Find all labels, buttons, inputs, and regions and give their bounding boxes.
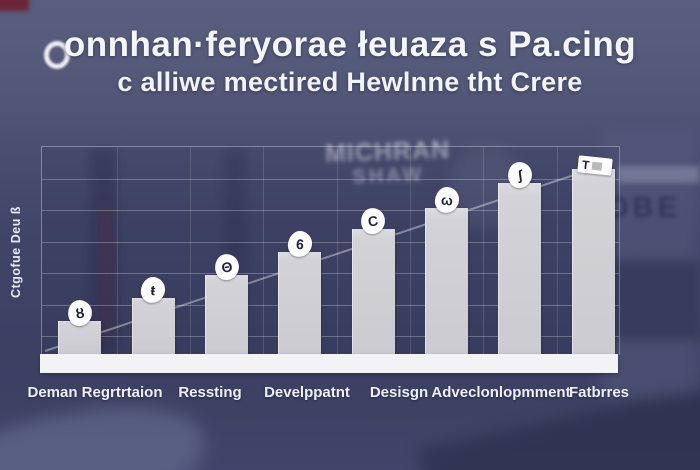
gridline-vertical (410, 147, 411, 355)
x-axis-label-5: Adveclonlopmment (431, 384, 571, 401)
background-right-band (618, 166, 700, 183)
blurred-right-text: OBE (606, 192, 681, 224)
x-axis-label-6: Fatbrres (568, 384, 630, 401)
gridline-vertical (117, 147, 118, 355)
bar-1 (58, 320, 102, 354)
bar-doodle-icon: T (577, 155, 614, 176)
bar-8 (571, 168, 615, 354)
x-axis-label-1: Deman Regrtrtaion (27, 384, 163, 401)
gridline-vertical (337, 147, 338, 355)
gridline-vertical (190, 147, 191, 355)
gridline-horizontal (42, 241, 619, 243)
bar-2 (131, 297, 175, 354)
background-streak-red (101, 205, 112, 340)
gridline-horizontal (42, 336, 619, 337)
white-ring-blob (44, 41, 70, 69)
poster-title-line1: onnhan·feryorae łeuaza s Pa.cing (63, 25, 637, 64)
chart-baseline-strip (40, 354, 618, 373)
gridline-horizontal (42, 210, 619, 211)
background-right-blocks (612, 260, 700, 340)
bar-4 (278, 252, 322, 354)
red-corner-smudge (0, 0, 29, 11)
x-axis-label-4: Desisgn (369, 384, 429, 401)
bar-7 (498, 183, 542, 354)
gridline-horizontal (42, 178, 619, 180)
background-bottom-left-swath (0, 393, 211, 470)
bar-5 (351, 229, 395, 354)
gridline-vertical (263, 147, 264, 355)
y-axis-label: Ctgofue Deu ß (9, 206, 23, 298)
gridline-horizontal (42, 304, 619, 306)
x-axis-label-2: Ressting (178, 384, 242, 401)
gridline-vertical (557, 147, 558, 355)
poster-title-line2: c alliwe mectired Hewlnne tht Crere (117, 67, 583, 97)
bar-6 (425, 208, 469, 354)
x-axis-label-3: Develppatnt (264, 384, 350, 401)
bar-3 (205, 274, 248, 354)
gridline-horizontal (42, 273, 619, 274)
gridline-vertical (483, 147, 484, 355)
